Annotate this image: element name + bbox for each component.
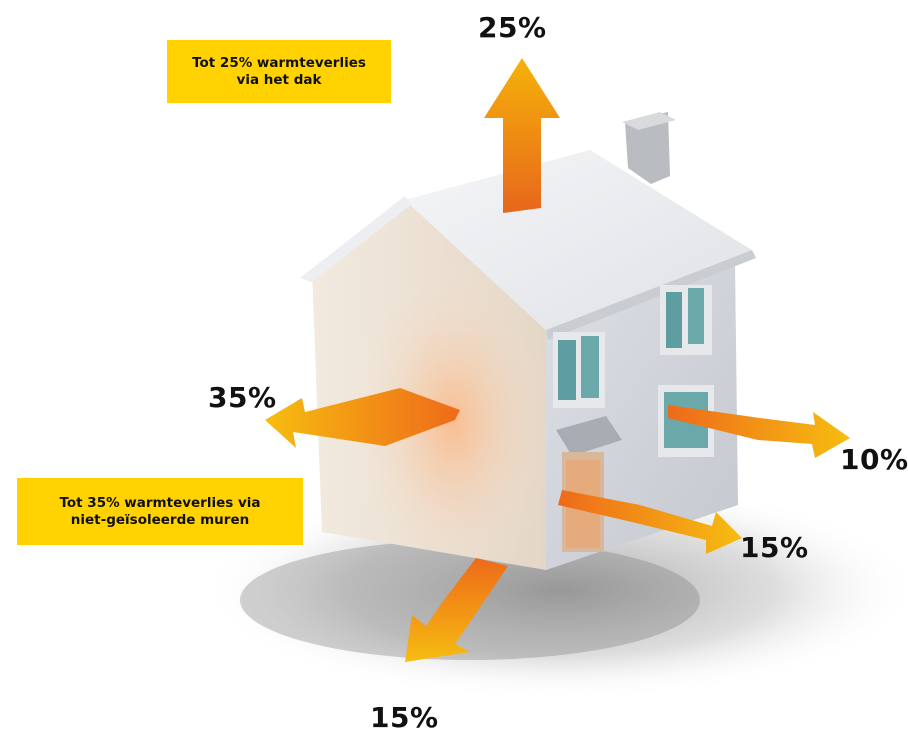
chimney-top: [622, 112, 676, 130]
door-percentage: 15%: [740, 531, 809, 564]
wall-heat-glow: [312, 200, 546, 570]
upper-windows: [553, 285, 712, 408]
door-heat-arrow: [558, 490, 742, 554]
windows-heat-arrow: [668, 405, 850, 458]
roof-callout-line1: Tot 25% warmteverlies: [192, 54, 366, 71]
floor-percentage: 15%: [370, 701, 439, 733]
roof-percentage: 25%: [478, 11, 547, 44]
roof-callout-line2: via het dak: [236, 71, 322, 88]
floor-heat-arrow: [405, 558, 508, 662]
roof-heat-arrow: [484, 58, 560, 213]
walls-callout-line1: Tot 35% warmteverlies via: [59, 494, 261, 511]
walls-percentage: 35%: [208, 381, 277, 414]
roof-callout: Tot 25% warmteverlies via het dak: [167, 40, 391, 103]
house-roof: [405, 150, 752, 330]
chimney: [625, 112, 670, 184]
roof-eave: [546, 250, 756, 340]
roof-gable-edge: [300, 196, 412, 282]
walls-callout: Tot 35% warmteverlies via niet-geïsoleer…: [17, 478, 303, 545]
walls-heat-arrow: [265, 388, 460, 448]
windows-percentage: 10%: [840, 443, 908, 476]
door-canopy: [556, 416, 622, 456]
walls-callout-line2: niet-geïsoleerde muren: [70, 511, 250, 528]
